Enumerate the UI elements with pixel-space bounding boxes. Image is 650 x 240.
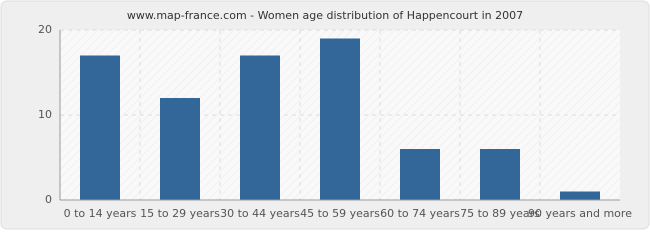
x-tick-label: 45 to 59 years xyxy=(300,207,380,220)
chart-title: www.map-france.com - Women age distribut… xyxy=(127,9,523,22)
chart: www.map-france.com - Women age distribut… xyxy=(0,0,650,230)
y-tick-label: 10 xyxy=(38,108,52,121)
bar xyxy=(560,191,600,200)
bar xyxy=(160,98,200,200)
x-tick-label: 30 to 44 years xyxy=(220,207,300,220)
x-tick-label: 90 years and more xyxy=(528,207,632,220)
x-tick-label: 75 to 89 years xyxy=(460,207,540,220)
bar xyxy=(400,149,440,200)
bar xyxy=(320,38,360,200)
x-tick-label: 60 to 74 years xyxy=(380,207,460,220)
bar xyxy=(480,149,520,200)
x-tick-label: 0 to 14 years xyxy=(64,207,137,220)
x-tick-label: 15 to 29 years xyxy=(140,207,220,220)
bar xyxy=(80,55,120,200)
bar xyxy=(240,55,280,200)
y-tick-label: 20 xyxy=(38,23,52,36)
y-tick-label: 0 xyxy=(45,193,52,206)
